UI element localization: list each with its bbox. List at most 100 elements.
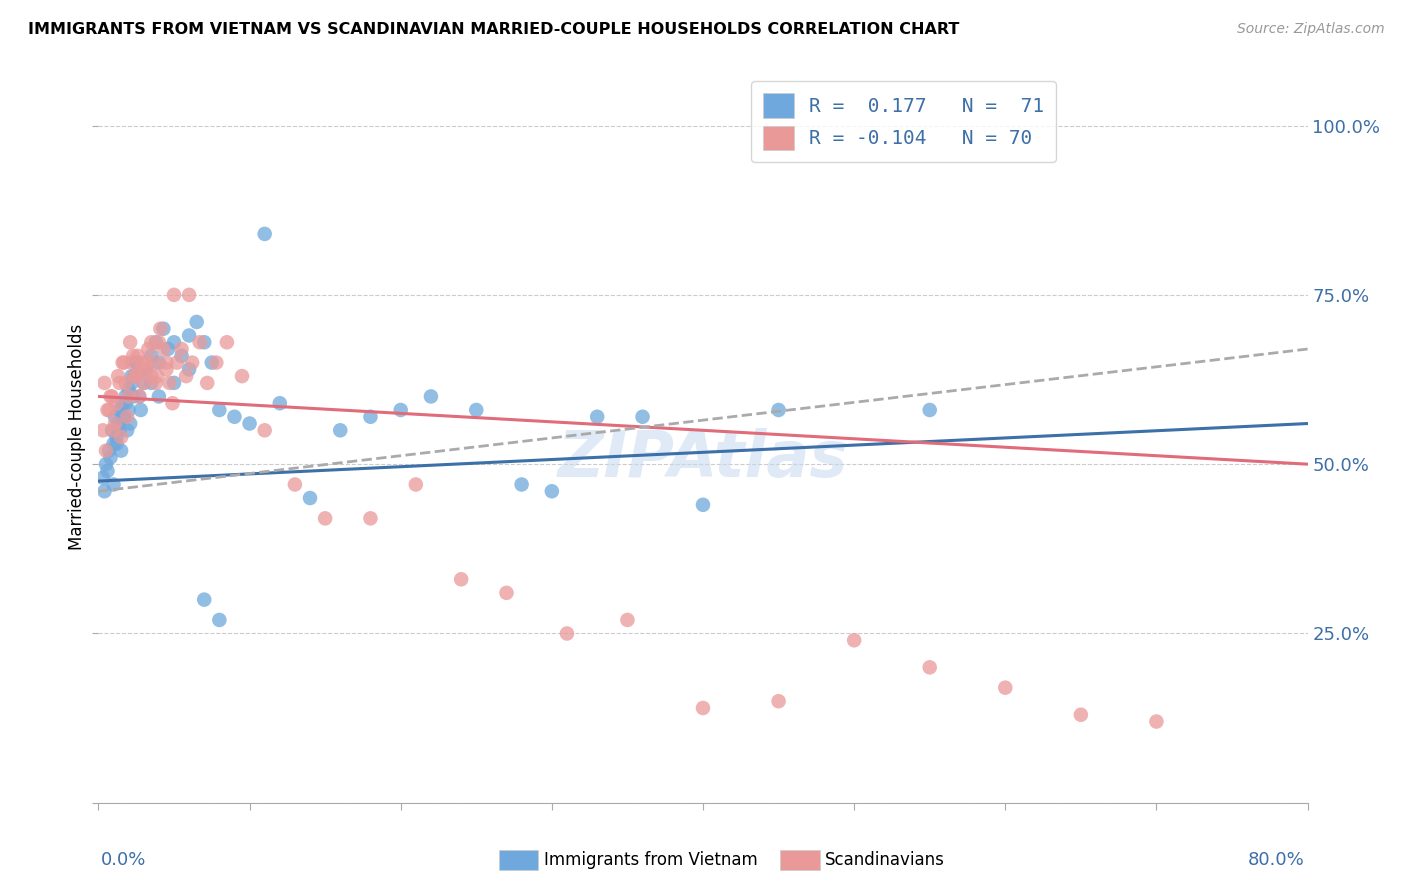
Point — [156, 342, 179, 356]
Legend: R =  0.177   N =  71, R = -0.104   N = 70: R = 0.177 N = 71, R = -0.104 N = 70 — [751, 81, 1056, 162]
Point — [181, 355, 204, 369]
Point — [1070, 707, 1092, 722]
Point — [253, 423, 276, 437]
Point — [129, 362, 152, 376]
Point — [148, 355, 170, 369]
Point — [94, 443, 117, 458]
Point — [121, 376, 143, 390]
Point — [208, 403, 231, 417]
Point — [91, 471, 114, 485]
Point — [195, 376, 218, 390]
Point — [148, 335, 170, 350]
Point — [111, 409, 134, 424]
Point — [115, 423, 138, 437]
Text: Source: ZipAtlas.com: Source: ZipAtlas.com — [1237, 22, 1385, 37]
Point — [146, 369, 169, 384]
Point — [135, 362, 157, 376]
Point — [692, 498, 714, 512]
Text: 0.0%: 0.0% — [101, 851, 146, 869]
Point — [132, 376, 155, 390]
Point — [155, 362, 177, 376]
Point — [108, 403, 131, 417]
Point — [179, 288, 201, 302]
Point — [143, 355, 166, 369]
Point — [135, 355, 157, 369]
Point — [215, 335, 238, 350]
Point — [105, 430, 128, 444]
Point — [420, 389, 443, 403]
Point — [163, 288, 186, 302]
Point — [101, 423, 124, 437]
Point — [166, 355, 188, 369]
Point — [495, 586, 517, 600]
Point — [1146, 714, 1168, 729]
Point — [179, 328, 201, 343]
Point — [163, 335, 186, 350]
Point — [125, 355, 148, 369]
Point — [124, 369, 146, 384]
Point — [121, 355, 143, 369]
Point — [98, 443, 121, 458]
Point — [111, 355, 134, 369]
Point — [91, 423, 114, 437]
Text: ZIPAtlas: ZIPAtlas — [558, 428, 848, 490]
Point — [152, 342, 174, 356]
Point — [162, 396, 184, 410]
Point — [104, 409, 127, 424]
Point — [188, 335, 211, 350]
Point — [450, 572, 472, 586]
Point — [125, 369, 148, 384]
Point — [141, 369, 163, 384]
Point — [129, 403, 152, 417]
Point — [155, 355, 177, 369]
Point — [193, 592, 215, 607]
Point — [284, 477, 307, 491]
Point — [132, 362, 155, 376]
Point — [329, 423, 352, 437]
Point — [122, 349, 145, 363]
Point — [98, 403, 121, 417]
Point — [108, 423, 131, 437]
Point — [389, 403, 412, 417]
Point — [103, 423, 125, 437]
Point — [405, 477, 427, 491]
Point — [205, 355, 228, 369]
Point — [94, 457, 117, 471]
Point — [112, 409, 135, 424]
Point — [179, 362, 201, 376]
Point — [208, 613, 231, 627]
Point — [360, 409, 382, 424]
Point — [118, 389, 141, 403]
Point — [145, 335, 167, 350]
Point — [844, 633, 866, 648]
Point — [128, 389, 150, 403]
Point — [112, 355, 135, 369]
Point — [110, 430, 132, 444]
Point — [269, 396, 291, 410]
Point — [174, 369, 197, 384]
Point — [105, 437, 128, 451]
Point — [170, 349, 193, 363]
Point — [100, 389, 122, 403]
Point — [555, 626, 578, 640]
Text: Immigrants from Vietnam: Immigrants from Vietnam — [544, 851, 758, 869]
Point — [148, 389, 170, 403]
Text: IMMIGRANTS FROM VIETNAM VS SCANDINAVIAN MARRIED-COUPLE HOUSEHOLDS CORRELATION CH: IMMIGRANTS FROM VIETNAM VS SCANDINAVIAN … — [28, 22, 959, 37]
Point — [114, 389, 136, 403]
Point — [631, 409, 654, 424]
Point — [149, 322, 172, 336]
Point — [114, 396, 136, 410]
Point — [163, 376, 186, 390]
Point — [540, 484, 562, 499]
Point — [510, 477, 533, 491]
Point — [141, 335, 163, 350]
Point — [110, 443, 132, 458]
Point — [201, 355, 224, 369]
Point — [115, 409, 138, 424]
Point — [224, 409, 246, 424]
Text: Scandinavians: Scandinavians — [825, 851, 945, 869]
Point — [107, 417, 129, 431]
Point — [121, 369, 143, 384]
Point — [93, 484, 115, 499]
Point — [118, 383, 141, 397]
